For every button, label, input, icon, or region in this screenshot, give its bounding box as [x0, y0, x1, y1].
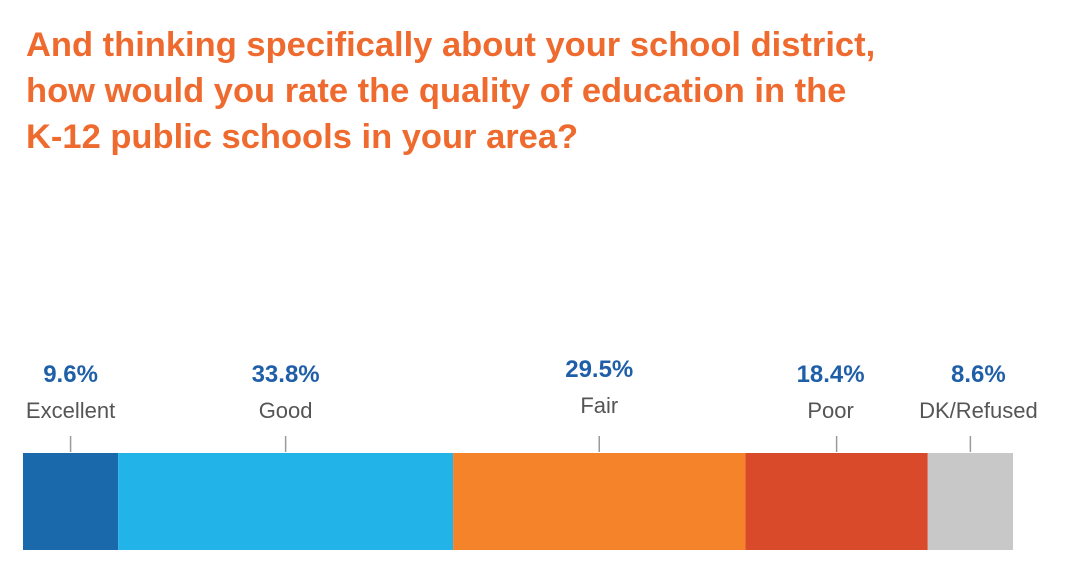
bar-segment-poor [745, 453, 928, 550]
bar-segment-excellent [23, 453, 119, 550]
category-label-dk-refused: DK/Refused [919, 398, 1038, 423]
bar-segment-dk-refused [927, 453, 1013, 550]
title-line-1: And thinking specifically about your sch… [26, 26, 876, 64]
value-label-excellent: 9.6% [43, 361, 98, 388]
category-label-good: Good [259, 398, 313, 423]
bar-segment-good [118, 453, 454, 550]
title-line-2: how would you rate the quality of educat… [26, 72, 847, 110]
value-label-poor: 18.4% [797, 361, 865, 388]
title-line-3: K-12 public schools in your area? [26, 118, 579, 156]
value-label-dk-refused: 8.6% [951, 361, 1006, 388]
category-label-excellent: Excellent [26, 398, 115, 423]
category-label-fair: Fair [580, 393, 618, 418]
value-label-fair: 29.5% [565, 356, 633, 383]
bar-segment-fair [453, 453, 746, 550]
value-label-good: 33.8% [252, 361, 320, 388]
chart-title: And thinking specifically about your sch… [26, 22, 1036, 160]
category-label-poor: Poor [807, 398, 853, 423]
